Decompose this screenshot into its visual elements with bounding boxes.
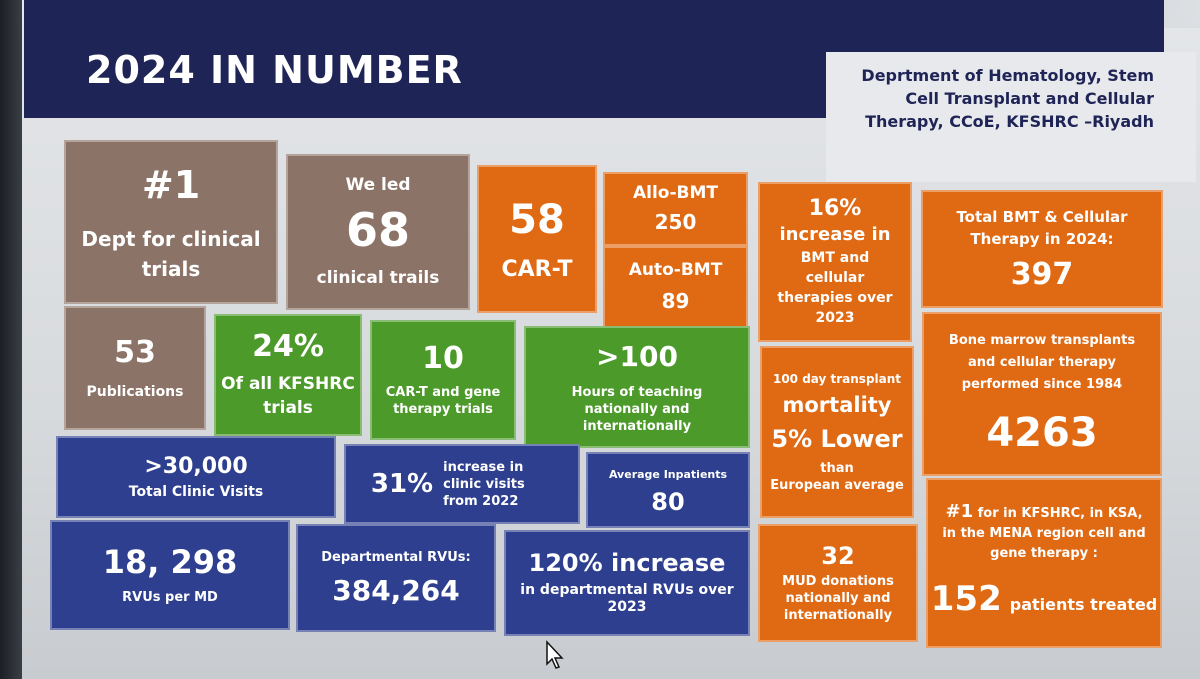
tile-value: #1 — [141, 163, 201, 207]
tile-mud: 32 MUD donations nationally and internat… — [758, 524, 918, 642]
tile-value: 397 — [1010, 257, 1074, 292]
tile-value: 53 — [114, 334, 156, 370]
tile-total-bmt: Total BMT & Cellular Therapy in 2024: 39… — [921, 190, 1163, 308]
tile-auto-bmt: Auto-BMT 89 — [603, 246, 748, 328]
tile-value: 10 — [422, 341, 464, 376]
tile-label: Of all KFSHRC trials — [221, 374, 355, 418]
tile-label: Hours of teaching nationally and interna… — [571, 384, 703, 434]
tile-value: 18, 298 — [102, 542, 238, 581]
tile-label: Total Clinic Visits — [128, 483, 264, 500]
tile-label-1: 100 day transplant — [772, 371, 902, 386]
tile-mortality: 100 day transplant mortality 5% Lower th… — [760, 346, 914, 518]
tile-clinic-visits: >30,000 Total Clinic Visits — [56, 436, 336, 518]
tile-value: 89 — [661, 288, 690, 313]
tile-value: 68 — [345, 203, 410, 257]
tile-label: Dept for clinical trials — [81, 227, 261, 281]
tile-gene-trials: 10 CAR-T and gene therapy trials — [370, 320, 516, 440]
tile-label-2: BMT and cellular therapies over 2023 — [777, 250, 893, 326]
tile-rvus-md: 18, 298 RVUs per MD — [50, 520, 290, 630]
tile-value: 32 — [821, 541, 855, 570]
tile-label: in departmental RVUs over 2023 — [520, 582, 734, 615]
tile-rvu-increase: 120% increase in departmental RVUs over … — [504, 530, 750, 636]
tile-teaching: >100 Hours of teaching nationally and in… — [524, 326, 750, 448]
tile-value: 152 — [930, 579, 1002, 619]
tile-value: 16% — [808, 196, 862, 221]
tile-label: CAR-T and gene therapy trials — [385, 385, 501, 417]
page-title: 2024 IN NUMBER — [86, 48, 463, 92]
mouse-cursor-icon — [546, 640, 564, 669]
tile-label: Average Inpatients — [608, 467, 728, 481]
tile-value: 250 — [654, 209, 697, 234]
screen-bezel — [0, 0, 22, 679]
tile-car-t: 58 CAR-T — [477, 165, 597, 313]
tile-label: Total BMT & Cellular Therapy in 2024: — [956, 208, 1128, 248]
tile-label-2: mortality — [782, 392, 892, 417]
tile-increase-bmt: 16% increase in BMT and cellular therapi… — [758, 182, 912, 342]
tile-value: 5% Lower — [771, 424, 903, 453]
tile-value: 4263 — [986, 410, 1098, 456]
tile-publications: 53 Publications — [64, 306, 206, 430]
tile-value: 24% — [252, 329, 324, 364]
tile-label: Departmental RVUs: — [321, 549, 471, 565]
tile-label: Allo-BMT — [632, 182, 719, 203]
department-box — [826, 52, 1196, 182]
tile-since-1984: Bone marrow transplants and cellular the… — [922, 312, 1162, 476]
tile-label: Auto-BMT — [628, 259, 723, 280]
tile-clinic-increase: 31% increase in clinic visits from 2022 — [344, 444, 580, 524]
tile-prefix: We led — [345, 175, 411, 195]
tile-dept-rvus: Departmental RVUs: 384,264 — [296, 524, 496, 632]
tile-value: 58 — [509, 197, 565, 243]
tile-kfshrc-trials: 24% Of all KFSHRC trials — [214, 314, 362, 436]
tile-value: >100 — [596, 339, 678, 373]
tile-value: 80 — [651, 487, 685, 516]
tile-label-1: increase in — [779, 224, 891, 245]
department-name: Deprtment of Hematology, Stem Cell Trans… — [861, 66, 1154, 131]
tile-label-4: European average — [770, 477, 904, 493]
tile-mena: #1 for in KFSHRC, in KSA, in the MENA re… — [926, 478, 1162, 648]
tile-label: CAR-T — [501, 257, 573, 282]
tile-rank-label: for in KFSHRC, in KSA, in the MENA regio… — [942, 506, 1146, 561]
tile-label: MUD donations nationally and internation… — [782, 573, 894, 623]
tile-rank-clinical-trials: #1 Dept for clinical trials — [64, 140, 278, 304]
tile-inpatients: Average Inpatients 80 — [586, 452, 750, 528]
tile-value: 120% increase — [528, 549, 726, 577]
tile-led-trials: We led 68 clinical trails — [286, 154, 470, 310]
tile-rank: #1 — [945, 501, 974, 522]
tile-unit: patients treated — [1009, 595, 1158, 614]
tile-label: RVUs per MD — [122, 589, 218, 605]
tile-value: >30,000 — [144, 453, 248, 479]
tile-label: clinical trails — [316, 268, 440, 288]
tile-label: Publications — [86, 383, 184, 400]
tile-value: 31% — [370, 469, 434, 499]
tile-value: 384,264 — [332, 573, 460, 607]
tile-value-row: 152 patients treated — [931, 574, 1158, 624]
tile-allo-bmt: Allo-BMT 250 — [603, 172, 748, 246]
tile-label: increase in clinic visits from 2022 — [443, 459, 525, 509]
tile-label: #1 for in KFSHRC, in KSA, in the MENA re… — [937, 502, 1151, 564]
tile-label: Bone marrow transplants and cellular the… — [948, 333, 1136, 392]
tile-label-3: than — [820, 460, 854, 476]
